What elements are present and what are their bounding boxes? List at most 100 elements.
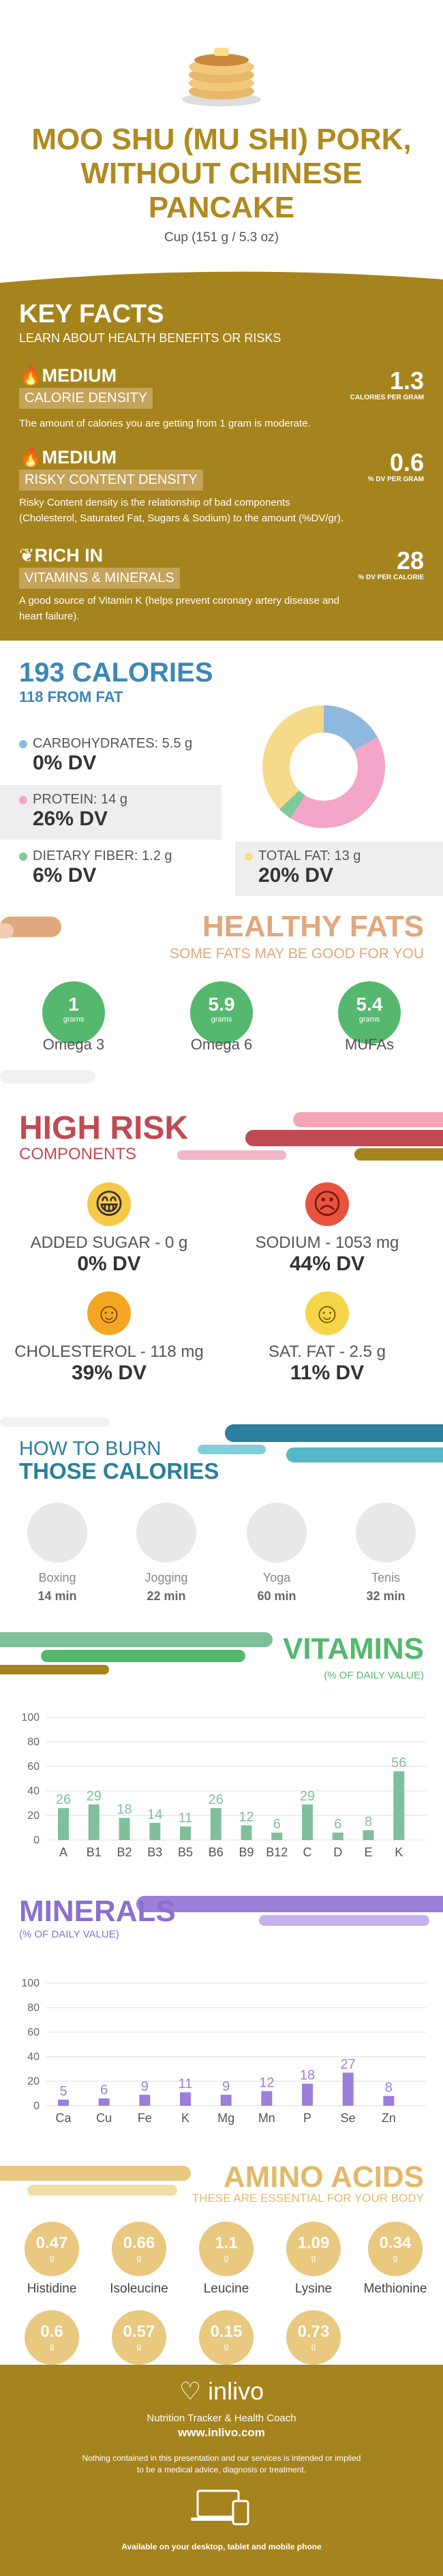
footer-url[interactable]: www.inlivo.com: [178, 2426, 265, 2439]
mineral-bar: [261, 2091, 273, 2106]
amino-value: 0.73: [297, 2322, 330, 2341]
amino-badge-leucine: 1.1 g: [199, 2222, 254, 2276]
healthy-fats-title: HEALTHY FATS: [202, 910, 424, 943]
mufas-badge: 5.4 grams: [338, 981, 401, 1044]
vitamin-value-label: 26: [209, 1792, 224, 1807]
healthy-fats-stripes: [0, 917, 61, 938]
mineral-ytick-label: 0: [33, 2100, 40, 2112]
vitamins-title: VITAMINS: [283, 1632, 424, 1666]
vitamin-value-label: 6: [334, 1817, 341, 1832]
carbs-label: CARBOHYDRATES: 5.5 g: [33, 736, 193, 751]
mineral-ytick-label: 40: [27, 2051, 40, 2063]
tennis-label: Tenis: [371, 1571, 401, 1584]
fiber-row: DIETARY FIBER: 1.2 g 6% DV: [0, 842, 218, 896]
fact-description-2: heart failure).: [19, 611, 80, 622]
mineral-value-label: 6: [100, 2083, 108, 2098]
omega6-label: Omega 6: [190, 1036, 253, 1053]
amino-unit: g: [224, 2253, 229, 2263]
vitamins-subtitle: (% OF DAILY VALUE): [324, 1670, 424, 1681]
amino-unit: g: [49, 2253, 55, 2263]
yoga-icon: [247, 1503, 307, 1563]
footer-disclaimer-1: Nothing contained in this presentation a…: [82, 2453, 361, 2463]
title-line-2: WITHOUT CHINESE: [80, 157, 363, 190]
high-risk-stripes: [0, 1070, 443, 1161]
vitamin-value-label: 14: [147, 1807, 162, 1822]
amino-value: 1.1: [215, 2234, 238, 2252]
fact-value: 0.6: [389, 448, 424, 476]
amino-unit: g: [311, 2253, 316, 2263]
added-sugar-dv: 0% DV: [77, 1253, 141, 1275]
mineral-ytick-label: 100: [21, 1978, 40, 1989]
vitamin-category-label: K: [395, 1845, 403, 1859]
key-facts-subtitle: LEARN ABOUT HEALTH BENEFITS OR RISKS: [19, 331, 281, 345]
vitamin-bar: [363, 1830, 374, 1840]
calories-title: 193 CALORIES: [19, 658, 213, 688]
jogging-icon: [136, 1503, 196, 1563]
fact-unit: % DV PER CALORIE: [358, 574, 424, 581]
vitamin-bar: [58, 1808, 69, 1840]
fat-dv: 20% DV: [258, 864, 334, 887]
burn-stripes: [0, 1417, 443, 1462]
mineral-bar: [220, 2094, 232, 2106]
carbs-row: CARBOHYDRATES: 5.5 g 0% DV: [0, 729, 218, 784]
amino-label: Leucine: [203, 2282, 249, 2296]
high-risk-subtitle: COMPONENTS: [19, 1145, 137, 1163]
amino-unit: g: [393, 2253, 398, 2263]
fact-description: Risky Content density is the relationshi…: [19, 497, 290, 508]
vitamin-ytick-label: 20: [27, 1810, 40, 1822]
cholesterol-label: CHOLESTEROL - 118 mg: [14, 1343, 204, 1361]
vitamin-ytick-label: 0: [33, 1835, 40, 1846]
minerals-subtitle: (% OF DAILY VALUE): [19, 1929, 119, 1940]
mineral-value-label: 12: [259, 2075, 274, 2090]
level-text: MEDIUM: [42, 365, 117, 386]
vitamin-category-label: B6: [209, 1845, 224, 1859]
heart-icon: ♡: [179, 2377, 202, 2405]
vitamins-bar-chart: 0 20 40 60 80 100 26 A 29 B1 18 B2 14 B3 11 B5 26 B6 12 B9 6…: [21, 1712, 426, 1859]
mineral-category-label: Mg: [217, 2111, 234, 2125]
footer-disclaimer-2: to be a medical advice, diagnosis or tre…: [136, 2465, 307, 2474]
amino-value: 0.6: [40, 2322, 63, 2341]
mineral-bar: [98, 2098, 110, 2106]
fact-description: A good source of Vitamin K (helps preven…: [19, 595, 339, 607]
happy-face-icon: 😁: [87, 1182, 131, 1226]
footer-logo: ♡ inlivo: [0, 2377, 443, 2406]
vitamin-bar: [88, 1804, 100, 1840]
amino-stripes: [0, 2166, 191, 2196]
vitamin-value-label: 29: [87, 1789, 102, 1804]
mineral-category-label: Zn: [382, 2111, 396, 2125]
sodium-label: SODIUM - 1053 mg: [255, 1233, 399, 1252]
boxing-minutes: 14 min: [37, 1589, 77, 1603]
vitamin-value-label: 12: [239, 1809, 254, 1824]
carbs-dv: 0% DV: [33, 752, 97, 774]
vitamin-ytick-label: 100: [21, 1712, 40, 1723]
fact-label: RISKY CONTENT DENSITY: [19, 470, 203, 491]
amino-badge-tryptophan: 0.15 g: [199, 2310, 254, 2365]
key-fact-calorie-density: 🔥MEDIUM CALORIE DENSITY The amount of ca…: [19, 365, 428, 431]
fact-value: 1.3: [389, 367, 424, 395]
key-facts-title: KEY FACTS: [19, 300, 164, 328]
sat-fat-label: SAT. FAT - 2.5 g: [268, 1343, 386, 1361]
smile-face-icon: ☺: [305, 1291, 349, 1335]
amino-badge-isoleucine: 0.66 g: [112, 2222, 166, 2276]
fact-label: CALORIE DENSITY: [19, 388, 153, 409]
tennis-icon: [356, 1503, 416, 1563]
mineral-value-label: 27: [341, 2057, 356, 2072]
fact-unit: CALORIES PER GRAM: [350, 394, 424, 401]
cholesterol-dv: 39% DV: [71, 1362, 147, 1384]
protein-row: PROTEIN: 14 g 26% DV: [0, 785, 222, 840]
vitamin-value-label: 8: [365, 1815, 372, 1830]
fact-description-2: (Cholesterol, Saturated Fat, Sugars & So…: [19, 512, 344, 524]
vitamin-bar: [180, 1826, 191, 1840]
vitamin-category-label: E: [364, 1845, 372, 1859]
amino-label: Histidine: [27, 2282, 77, 2296]
calories-subtitle: 118 FROM FAT: [19, 688, 123, 705]
mineral-bar: [302, 2083, 313, 2106]
yoga-minutes: 60 min: [257, 1589, 296, 1603]
amino-badge-lysine: 1.09 g: [286, 2222, 341, 2276]
fire-icon-level: 🔥MEDIUM: [19, 365, 428, 386]
mineral-bar: [139, 2094, 151, 2106]
vitamin-value-label: 18: [117, 1803, 132, 1818]
burn-title-line-2: THOSE CALORIES: [19, 1458, 219, 1484]
amino-badge-histidine: 0.47 g: [25, 2222, 79, 2276]
fact-value: 28: [396, 547, 424, 574]
